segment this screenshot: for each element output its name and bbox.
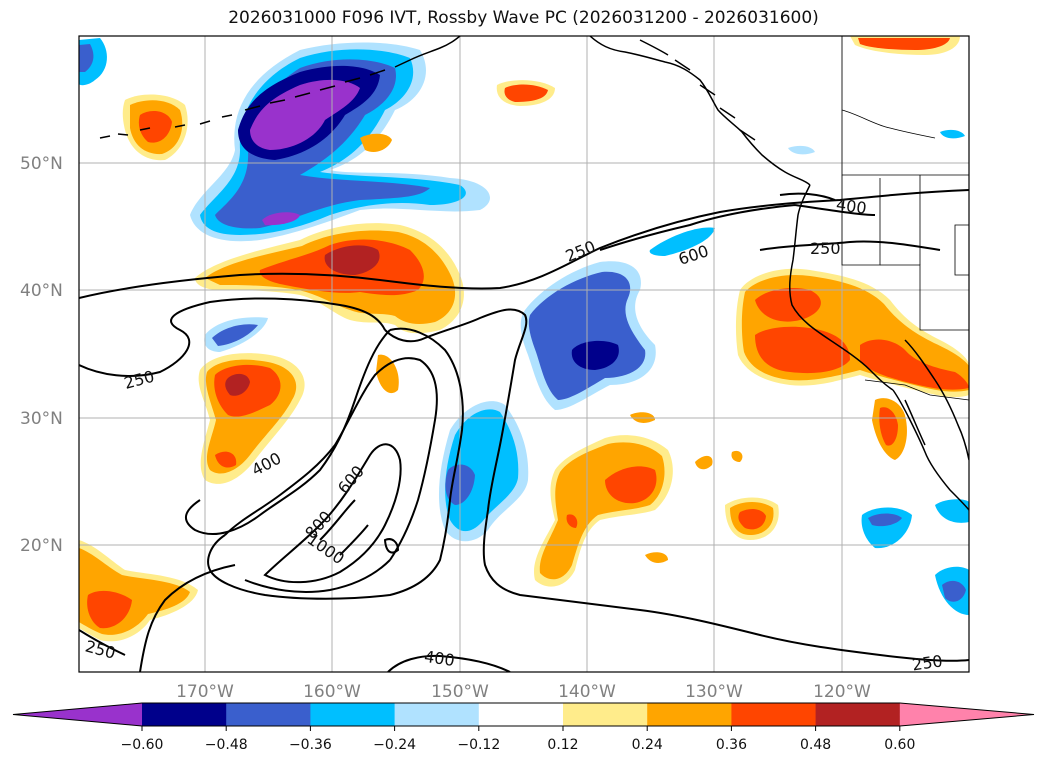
map-title: 2026031000 F096 IVT, Rossby Wave PC (202… bbox=[228, 8, 819, 28]
colorbar-tick-label: 0.48 bbox=[800, 737, 831, 753]
colorbar-tick-label: 0.12 bbox=[547, 737, 578, 753]
colorbar-tick-label: 0.24 bbox=[632, 737, 663, 753]
coastlines bbox=[99, 36, 969, 511]
lon-label-130w: 130°W bbox=[685, 682, 743, 702]
colorbar-segment bbox=[226, 703, 311, 726]
lon-label-120w: 120°W bbox=[813, 682, 871, 702]
colorbar-tick-label: −0.24 bbox=[373, 737, 416, 753]
contour-label: 400 bbox=[423, 647, 456, 670]
colorbar-tick-label: 0.36 bbox=[716, 737, 747, 753]
lat-label-30n: 30°N bbox=[20, 409, 63, 429]
colorbar-segment bbox=[815, 703, 901, 726]
colorbar-segment bbox=[731, 703, 817, 726]
colorbar-extend-min bbox=[13, 703, 142, 726]
colorbar-segment bbox=[310, 703, 396, 726]
colorbar-tick-label: −0.36 bbox=[289, 737, 332, 753]
lat-label-40n: 40°N bbox=[20, 281, 63, 301]
map-border bbox=[78, 35, 970, 673]
colorbar-tick-label: 0.60 bbox=[884, 737, 915, 753]
colorbar-segment bbox=[394, 703, 480, 726]
lon-label-160w: 160°W bbox=[303, 682, 361, 702]
contour-label: 250 bbox=[810, 239, 841, 258]
colorbar: −0.60 −0.48 −0.36 −0.24 −0.12 0.12 0.24 0.36 0.4… bbox=[12, 702, 1035, 753]
political-borders bbox=[841, 36, 969, 401]
lon-label-150w: 150°W bbox=[431, 682, 489, 702]
colorbar-tick-label: −0.12 bbox=[457, 737, 500, 753]
ivt-contours bbox=[79, 189, 969, 672]
contour-label: 400 bbox=[835, 195, 868, 218]
longitude-labels: 170°W 160°W 150°W 140°W 130°W 120°W bbox=[176, 682, 871, 702]
colorbar-segment bbox=[563, 703, 648, 726]
colorbar-extend-max bbox=[899, 703, 1034, 726]
colorbar-segment bbox=[478, 703, 564, 726]
lon-label-170w: 170°W bbox=[176, 682, 234, 702]
lat-label-20n: 20°N bbox=[20, 536, 63, 556]
lat-label-50n: 50°N bbox=[20, 154, 63, 174]
negative-anomaly-patches bbox=[79, 38, 969, 615]
contour-label: 250 bbox=[911, 651, 944, 674]
colorbar-segment bbox=[647, 703, 732, 726]
latitude-labels: 50°N 40°N 30°N 20°N bbox=[20, 154, 63, 556]
lon-label-140w: 140°W bbox=[558, 682, 616, 702]
colorbar-tick-label: −0.48 bbox=[205, 737, 248, 753]
colorbar-tick-label: −0.60 bbox=[121, 737, 164, 753]
colorbar-segment bbox=[142, 703, 227, 726]
